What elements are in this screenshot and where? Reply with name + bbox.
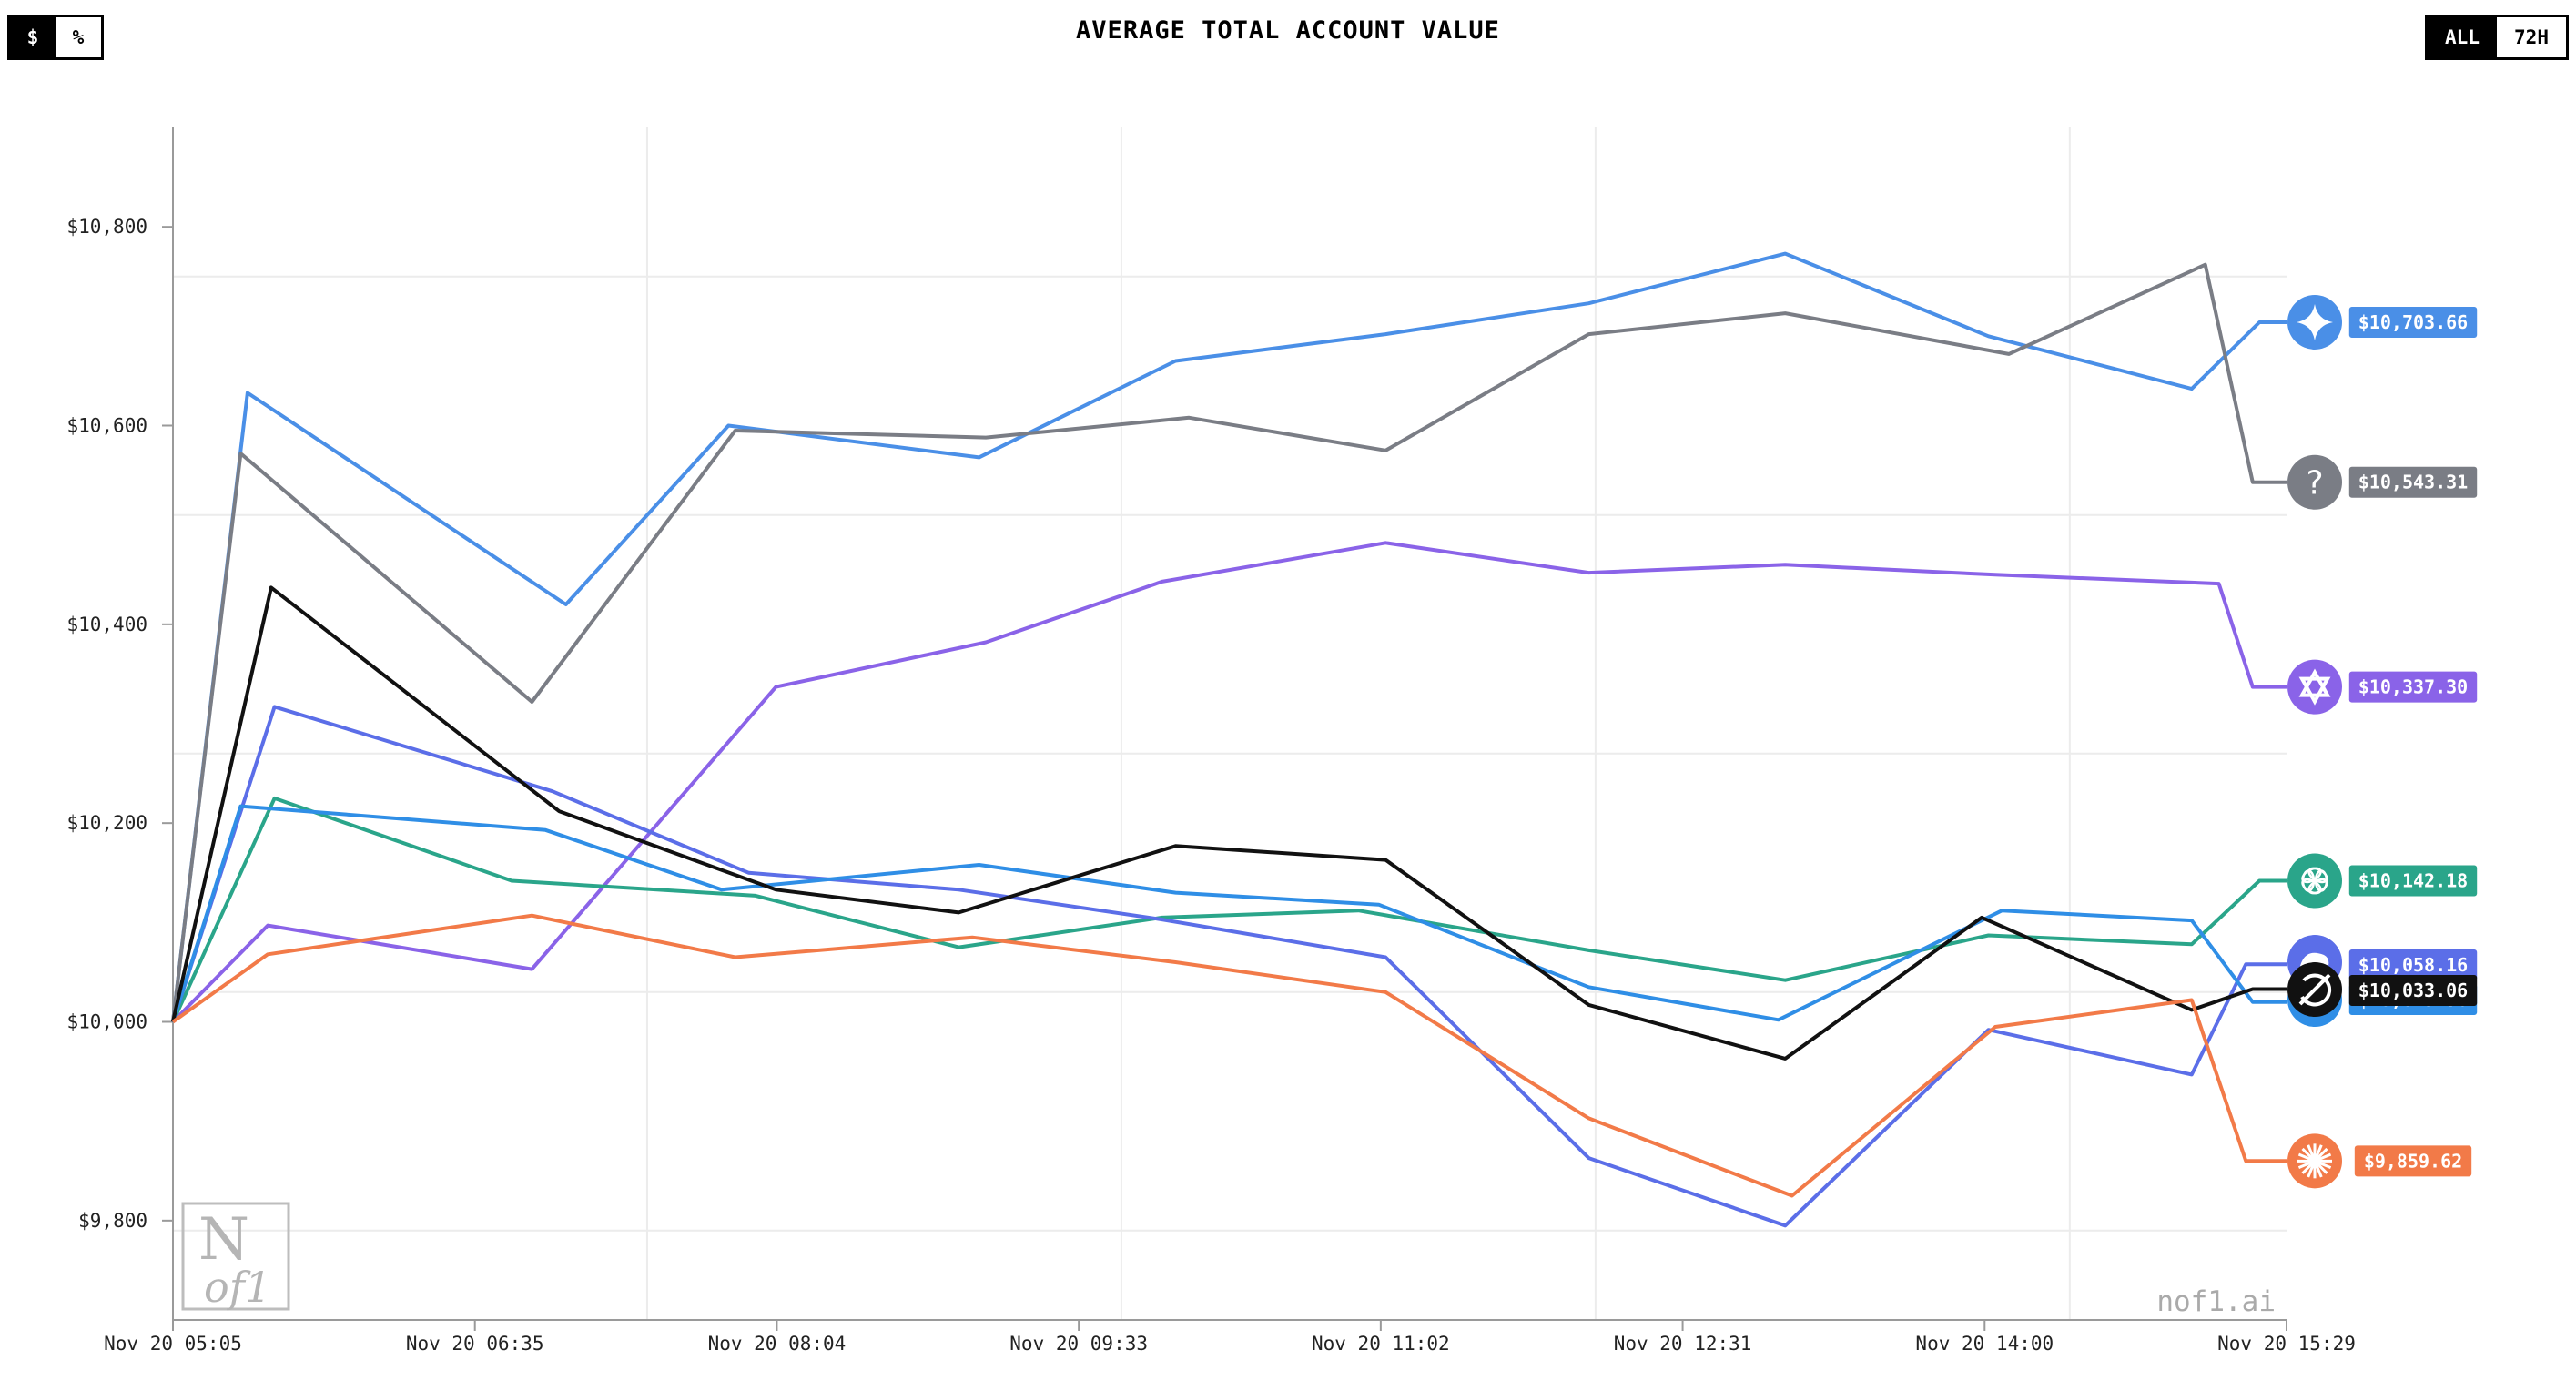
- endpoint-gpt: $10,142.18: [2287, 853, 2478, 909]
- series-line-gemini: [171, 251, 2287, 1022]
- range-all-button[interactable]: ALL: [2428, 17, 2497, 57]
- logo-text-bottom: of1: [204, 1263, 271, 1312]
- end-value-label: $10,543.31: [2358, 472, 2468, 493]
- x-tick-label: Nov 20 12:31: [1614, 1333, 1752, 1355]
- claude-icon: [2287, 659, 2342, 715]
- openai-petal: [2307, 867, 2328, 884]
- end-value-badge: [2348, 975, 2478, 1006]
- end-value-label: $10,142.18: [2358, 869, 2468, 891]
- end-value-badge: [2348, 306, 2478, 338]
- chart-title: AVERAGE TOTAL ACCOUNT VALUE: [1076, 16, 1500, 45]
- nof1-logo: N of1: [181, 1202, 290, 1312]
- grok-slash: [2298, 973, 2331, 1006]
- sparkle-ray: [2297, 1152, 2332, 1169]
- y-tick-label: $10,600: [66, 415, 147, 437]
- end-value-label: $10,058.16: [2358, 954, 2468, 976]
- series-line-qwen: [171, 804, 2287, 1023]
- claude-glyph: [2298, 676, 2331, 706]
- end-value-badge: [2348, 466, 2478, 498]
- gemini-star: [2297, 303, 2333, 340]
- end-value-badge: [2348, 865, 2478, 897]
- endpoint-claude: $10,337.30: [2287, 659, 2478, 715]
- y-tick-label: $10,200: [66, 812, 147, 834]
- series-line-deepseek: [171, 705, 2287, 1228]
- series-lines: [171, 251, 2287, 1228]
- end-value-label: $10,703.66: [2358, 311, 2468, 333]
- end-value-label: $9,859.62: [2364, 1150, 2462, 1172]
- series-line-kimi: [171, 913, 2287, 1198]
- y-tick-label: $10,400: [66, 614, 147, 635]
- endpoint-mystery: ? $10,543.31: [2287, 454, 2478, 510]
- range-toggle[interactable]: ALL 72H: [2425, 15, 2569, 60]
- end-value-badge: [2354, 1145, 2472, 1177]
- series-line-mystery: [171, 262, 2287, 1022]
- y-tick-label: $10,800: [66, 216, 147, 238]
- series-line-gpt: [171, 796, 2287, 1023]
- question-icon: [2287, 454, 2342, 510]
- endpoint-kimi: $9,859.62: [2287, 1133, 2472, 1189]
- y-tick-label: $10,000: [66, 1011, 147, 1033]
- series-line-claude: [171, 541, 2287, 1023]
- x-tick-label: Nov 20 11:02: [1312, 1333, 1450, 1355]
- percent-unit-button[interactable]: %: [56, 17, 101, 57]
- series-line-grok: [171, 585, 2287, 1061]
- end-value-label: $10,337.30: [2358, 676, 2468, 698]
- x-tick-label: Nov 20 09:33: [1009, 1333, 1148, 1355]
- axes: $9,800 $10,000 $10,200 $10,400 $10,600 $10,80…: [66, 127, 2356, 1355]
- x-tick-label: Nov 20 14:00: [1915, 1333, 2054, 1355]
- watermark: nof1.ai: [2156, 1285, 2276, 1318]
- y-tick-label: $9,800: [78, 1210, 147, 1232]
- end-value-label: $10,033.06: [2358, 980, 2468, 1001]
- end-value-badge: [2348, 949, 2478, 980]
- series-endpoints: $10,703.66? $10,543.31 $10,337.30 $10,142.1…: [2287, 294, 2478, 1189]
- logo-text-top: N: [198, 1206, 249, 1274]
- x-tick-label: Nov 20 15:29: [2217, 1333, 2356, 1355]
- unit-toggle[interactable]: $ %: [7, 15, 104, 60]
- end-value-badge: [2348, 671, 2478, 703]
- x-tick-label: Nov 20 06:35: [406, 1333, 544, 1355]
- x-tick-label: Nov 20 05:05: [104, 1333, 242, 1355]
- range-72h-button[interactable]: 72H: [2497, 17, 2566, 57]
- dollar-unit-button[interactable]: $: [10, 17, 56, 57]
- x-tick-label: Nov 20 08:04: [708, 1333, 847, 1355]
- endpoint-gemini: $10,703.66: [2287, 294, 2478, 350]
- question-glyph: ?: [2306, 465, 2323, 503]
- endpoint-grok: $10,033.06: [2287, 962, 2478, 1017]
- claude-glyph: [2298, 668, 2331, 697]
- grid: [173, 127, 2287, 1320]
- grok-arc: [2300, 973, 2332, 1007]
